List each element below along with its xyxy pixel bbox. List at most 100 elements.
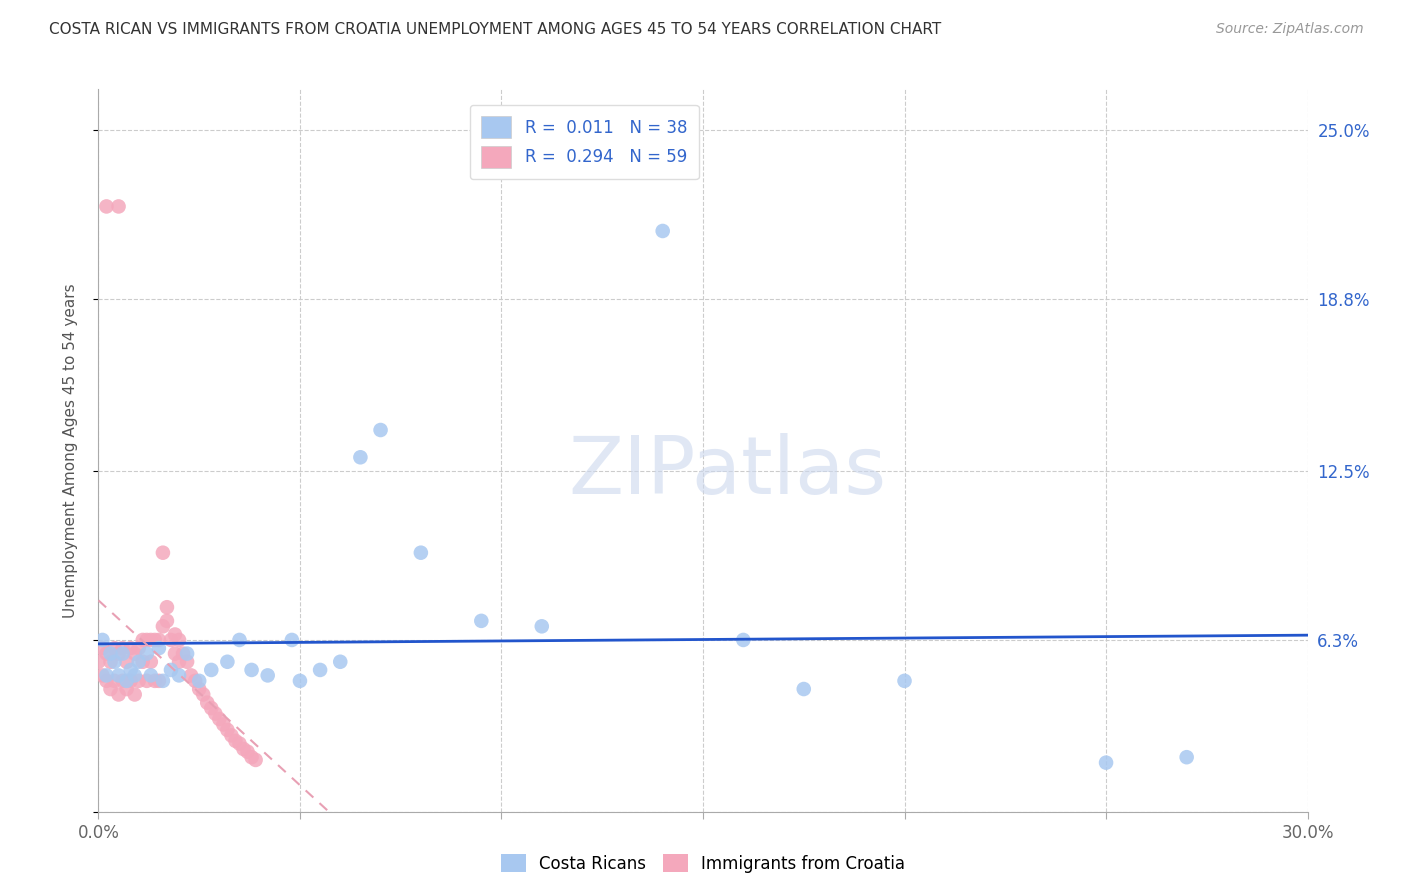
Point: [228, 737, 250, 751]
Point: [163, 627, 186, 641]
Point: [91, 668, 114, 682]
Point: [135, 673, 157, 688]
Point: [152, 673, 174, 688]
Point: [195, 696, 218, 710]
Point: [651, 224, 673, 238]
Point: [111, 641, 134, 656]
Point: [148, 632, 170, 647]
Point: [139, 632, 162, 647]
Point: [245, 753, 267, 767]
Point: [107, 647, 129, 661]
Point: [128, 641, 150, 656]
Point: [232, 742, 254, 756]
Point: [470, 614, 492, 628]
Point: [96, 647, 118, 661]
Y-axis label: Unemployment Among Ages 45 to 54 years: Unemployment Among Ages 45 to 54 years: [63, 283, 77, 618]
Point: [893, 673, 915, 688]
Point: [188, 673, 211, 688]
Legend: Costa Ricans, Immigrants from Croatia: Costa Ricans, Immigrants from Croatia: [494, 847, 912, 880]
Point: [96, 668, 118, 682]
Point: [1095, 756, 1118, 770]
Point: [96, 199, 118, 213]
Point: [87, 655, 110, 669]
Point: [208, 712, 231, 726]
Point: [193, 688, 215, 702]
Point: [167, 655, 190, 669]
Point: [370, 423, 392, 437]
Point: [180, 668, 202, 682]
Point: [200, 701, 222, 715]
Point: [107, 199, 129, 213]
Point: [139, 668, 162, 682]
Text: COSTA RICAN VS IMMIGRANTS FROM CROATIA UNEMPLOYMENT AMONG AGES 45 TO 54 YEARS CO: COSTA RICAN VS IMMIGRANTS FROM CROATIA U…: [49, 22, 942, 37]
Point: [221, 728, 243, 742]
Point: [132, 655, 155, 669]
Point: [143, 673, 166, 688]
Point: [172, 647, 194, 661]
Point: [228, 632, 250, 647]
Point: [152, 546, 174, 560]
Point: [115, 655, 138, 669]
Point: [135, 632, 157, 647]
Point: [167, 632, 190, 647]
Point: [143, 632, 166, 647]
Point: [115, 673, 138, 688]
Text: ZIPatlas: ZIPatlas: [568, 434, 886, 511]
Text: Source: ZipAtlas.com: Source: ZipAtlas.com: [1216, 22, 1364, 37]
Point: [349, 450, 371, 465]
Point: [160, 632, 183, 647]
Point: [329, 655, 352, 669]
Point: [409, 546, 432, 560]
Point: [120, 663, 142, 677]
Point: [793, 681, 815, 696]
Point: [281, 632, 304, 647]
Point: [733, 632, 755, 647]
Point: [184, 673, 207, 688]
Point: [176, 647, 198, 661]
Point: [103, 641, 125, 656]
Point: [256, 668, 278, 682]
Point: [135, 647, 157, 661]
Point: [167, 668, 190, 682]
Point: [212, 717, 235, 731]
Point: [111, 673, 134, 688]
Point: [309, 663, 332, 677]
Point: [107, 668, 129, 682]
Point: [111, 647, 134, 661]
Point: [139, 655, 162, 669]
Point: [128, 673, 150, 688]
Point: [103, 655, 125, 669]
Point: [91, 632, 114, 647]
Point: [217, 655, 239, 669]
Point: [132, 632, 155, 647]
Point: [124, 668, 146, 682]
Point: [100, 647, 122, 661]
Point: [204, 706, 226, 721]
Point: [148, 673, 170, 688]
Point: [156, 614, 179, 628]
Point: [152, 619, 174, 633]
Point: [1175, 750, 1198, 764]
Point: [217, 723, 239, 737]
Legend: R =  0.011   N = 38, R =  0.294   N = 59: R = 0.011 N = 38, R = 0.294 N = 59: [470, 104, 699, 179]
Point: [156, 600, 179, 615]
Point: [148, 641, 170, 656]
Point: [124, 647, 146, 661]
Point: [163, 647, 186, 661]
Point: [91, 641, 114, 656]
Point: [120, 641, 142, 656]
Point: [124, 688, 146, 702]
Point: [224, 734, 246, 748]
Point: [103, 673, 125, 688]
Point: [236, 745, 259, 759]
Point: [160, 663, 183, 677]
Point: [288, 673, 311, 688]
Point: [96, 673, 118, 688]
Point: [100, 655, 122, 669]
Point: [107, 688, 129, 702]
Point: [240, 663, 263, 677]
Point: [120, 673, 142, 688]
Point: [530, 619, 553, 633]
Point: [115, 681, 138, 696]
Point: [200, 663, 222, 677]
